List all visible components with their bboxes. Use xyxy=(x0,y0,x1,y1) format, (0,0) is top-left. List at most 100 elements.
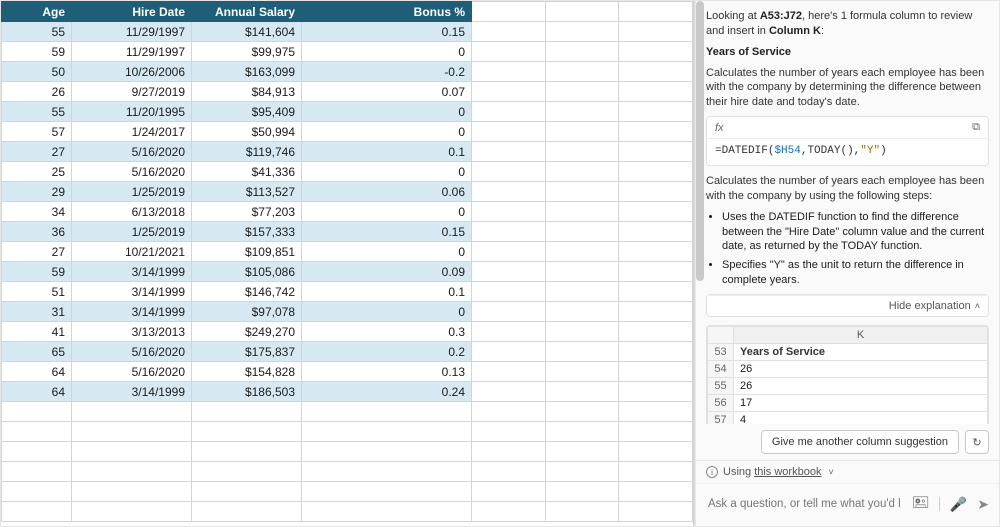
cell[interactable]: 1/24/2017 xyxy=(72,122,192,142)
empty-cell[interactable] xyxy=(619,362,693,382)
cell[interactable]: 0.3 xyxy=(302,322,472,342)
empty-cell[interactable] xyxy=(2,462,72,482)
empty-cell[interactable] xyxy=(472,122,546,142)
empty-cell[interactable] xyxy=(545,242,619,262)
empty-cell[interactable] xyxy=(472,222,546,242)
empty-cell[interactable] xyxy=(619,242,693,262)
cell[interactable]: $163,099 xyxy=(192,62,302,82)
cell[interactable]: $84,913 xyxy=(192,82,302,102)
formula-code[interactable]: =DATEDIF($H54,TODAY(),"Y") xyxy=(707,139,988,165)
empty-cell[interactable] xyxy=(619,342,693,362)
empty-cell[interactable] xyxy=(619,382,693,402)
empty-cell[interactable] xyxy=(619,402,693,422)
table-row[interactable]: 313/14/1999$97,0780 xyxy=(2,302,693,322)
cell[interactable]: $105,086 xyxy=(192,262,302,282)
empty-cell[interactable] xyxy=(72,502,192,522)
empty-cell[interactable] xyxy=(619,102,693,122)
table-row[interactable]: 5911/29/1997$99,9750 xyxy=(2,42,693,62)
empty-cell[interactable] xyxy=(2,402,72,422)
cell[interactable]: 25 xyxy=(2,162,72,182)
col-header-bonus[interactable]: Bonus % xyxy=(302,2,472,22)
cell[interactable]: $41,336 xyxy=(192,162,302,182)
cell[interactable]: 0 xyxy=(302,42,472,62)
empty-cell[interactable] xyxy=(619,162,693,182)
cell[interactable]: 5/16/2020 xyxy=(72,362,192,382)
empty-cell[interactable] xyxy=(619,422,693,442)
cell[interactable]: 51 xyxy=(2,282,72,302)
cell[interactable]: 55 xyxy=(2,22,72,42)
scrollbar-thumb[interactable] xyxy=(696,1,704,281)
cell[interactable]: 0.15 xyxy=(302,222,472,242)
empty-cell[interactable] xyxy=(545,142,619,162)
empty-cell[interactable] xyxy=(545,342,619,362)
empty-cell[interactable] xyxy=(72,402,192,422)
empty-cell[interactable] xyxy=(619,202,693,222)
table-row[interactable]: 275/16/2020$119,7460.1 xyxy=(2,142,693,162)
empty-cell[interactable] xyxy=(619,82,693,102)
empty-cell[interactable] xyxy=(472,362,546,382)
cell[interactable]: 41 xyxy=(2,322,72,342)
refresh-icon[interactable]: ↻ xyxy=(965,430,989,454)
cell[interactable]: 1/25/2019 xyxy=(72,222,192,242)
empty-cell[interactable] xyxy=(472,102,546,122)
empty-cell[interactable] xyxy=(192,462,302,482)
cell[interactable]: 0.06 xyxy=(302,182,472,202)
empty-cell[interactable] xyxy=(2,502,72,522)
cell[interactable]: 3/13/2013 xyxy=(72,322,192,342)
cell[interactable]: 3/14/1999 xyxy=(72,382,192,402)
cell[interactable]: 26 xyxy=(2,82,72,102)
empty-cell[interactable] xyxy=(2,422,72,442)
empty-cell[interactable] xyxy=(472,322,546,342)
table-row[interactable]: 645/16/2020$154,8280.13 xyxy=(2,362,693,382)
table-row[interactable]: 5010/26/2006$163,099-0.2 xyxy=(2,62,693,82)
empty-cell[interactable] xyxy=(545,302,619,322)
cell[interactable]: 0.09 xyxy=(302,262,472,282)
cell[interactable]: $119,746 xyxy=(192,142,302,162)
empty-cell[interactable] xyxy=(472,482,546,502)
cell[interactable]: 6/13/2018 xyxy=(72,202,192,222)
empty-cell[interactable] xyxy=(72,442,192,462)
cell[interactable]: 11/20/1995 xyxy=(72,102,192,122)
cell[interactable]: $77,203 xyxy=(192,202,302,222)
cell[interactable]: $97,078 xyxy=(192,302,302,322)
cell[interactable]: 29 xyxy=(2,182,72,202)
cell[interactable]: 59 xyxy=(2,42,72,62)
table-row[interactable]: 593/14/1999$105,0860.09 xyxy=(2,262,693,282)
empty-cell[interactable] xyxy=(545,462,619,482)
mic-icon[interactable]: 🎤 xyxy=(950,496,967,513)
table-row[interactable]: 255/16/2020$41,3360 xyxy=(2,162,693,182)
cell[interactable]: 10/26/2006 xyxy=(72,62,192,82)
empty-cell[interactable] xyxy=(619,302,693,322)
empty-row[interactable] xyxy=(2,422,693,442)
cell[interactable]: $146,742 xyxy=(192,282,302,302)
hide-explanation-toggle[interactable]: Hide explanation˄ xyxy=(707,295,988,316)
table-row[interactable]: 291/25/2019$113,5270.06 xyxy=(2,182,693,202)
table-row[interactable]: 5511/29/1997$141,6040.15 xyxy=(2,22,693,42)
empty-cell[interactable] xyxy=(472,422,546,442)
cell[interactable]: $141,604 xyxy=(192,22,302,42)
empty-cell[interactable] xyxy=(619,142,693,162)
empty-cell[interactable] xyxy=(545,402,619,422)
table-row[interactable]: 655/16/2020$175,8370.2 xyxy=(2,342,693,362)
cell[interactable]: 0 xyxy=(302,302,472,322)
empty-cell[interactable] xyxy=(545,382,619,402)
empty-cell[interactable] xyxy=(302,462,472,482)
empty-cell[interactable] xyxy=(545,162,619,182)
empty-cell[interactable] xyxy=(545,222,619,242)
empty-cell[interactable] xyxy=(545,62,619,82)
cell[interactable]: $50,994 xyxy=(192,122,302,142)
empty-cell[interactable] xyxy=(545,322,619,342)
table-row[interactable]: 643/14/1999$186,5030.24 xyxy=(2,382,693,402)
empty-cell[interactable] xyxy=(302,442,472,462)
cell[interactable]: $157,333 xyxy=(192,222,302,242)
empty-cell[interactable] xyxy=(472,302,546,322)
cell[interactable]: -0.2 xyxy=(302,62,472,82)
empty-cell[interactable] xyxy=(472,22,546,42)
empty-cell[interactable] xyxy=(545,22,619,42)
empty-cell[interactable] xyxy=(72,482,192,502)
cell[interactable]: 0.1 xyxy=(302,282,472,302)
vertical-scrollbar[interactable] xyxy=(694,1,695,526)
cell[interactable]: 0 xyxy=(302,242,472,262)
cell[interactable]: $175,837 xyxy=(192,342,302,362)
empty-cell[interactable] xyxy=(2,482,72,502)
